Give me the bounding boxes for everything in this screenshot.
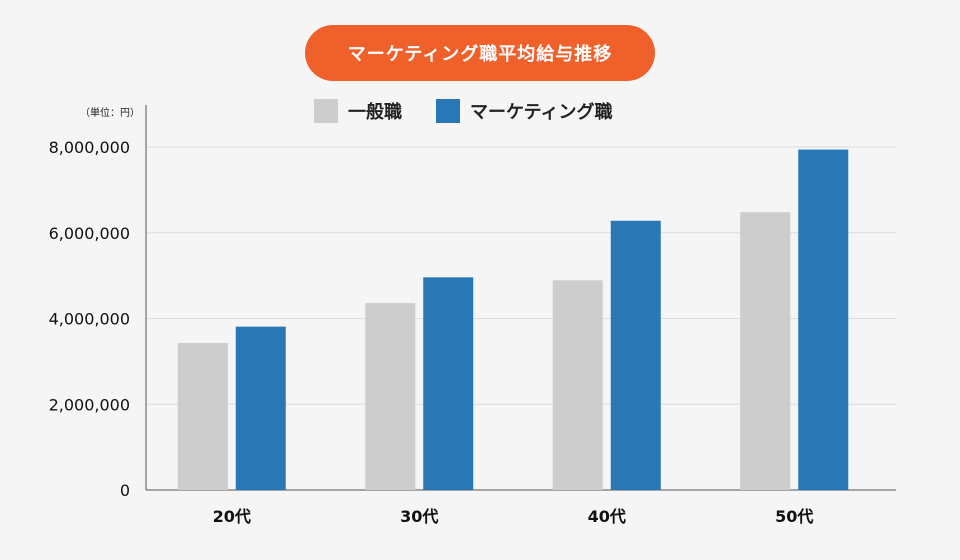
x-tick-label: 50代 [775,507,813,526]
bar-marketing [798,149,849,490]
bar-marketing [235,326,286,490]
bar-general [365,303,416,490]
y-tick-label: 6,000,000 [49,224,130,243]
legend-swatch-marketing [436,99,460,123]
bar-general [740,212,791,491]
y-tick-label: 2,000,000 [49,395,130,414]
legend-item-general: 一般職 [314,98,402,124]
x-tick-label: 20代 [213,507,251,526]
legend-label-general: 一般職 [348,102,402,123]
y-tick-label: 8,000,000 [49,138,130,157]
bar-marketing [423,277,474,490]
y-tick-label: 0 [120,481,130,500]
bar-general [177,342,228,490]
unit-label: （単位：円） [80,108,140,119]
legend-item-marketing: マーケティング職 [436,98,613,124]
bar-marketing [610,220,661,490]
bar-general [552,280,603,490]
legend-swatch-general [314,99,338,123]
legend: 一般職 マーケティング職 [314,97,613,125]
chart-title: マーケティング職平均給与推移 [305,25,655,81]
x-tick-label: 40代 [588,507,626,526]
legend-label-marketing: マーケティング職 [470,102,613,123]
x-tick-label: 30代 [400,507,438,526]
y-tick-label: 4,000,000 [49,310,130,329]
